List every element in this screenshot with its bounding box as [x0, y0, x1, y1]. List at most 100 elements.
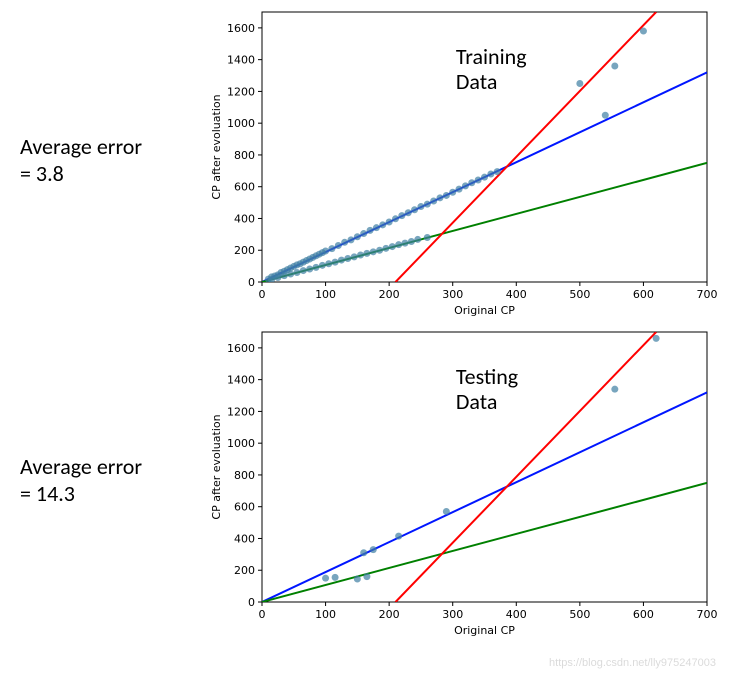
data-point	[414, 236, 421, 243]
xtick-label: 0	[259, 608, 266, 621]
xtick-label: 200	[379, 288, 400, 301]
data-point	[325, 260, 332, 267]
ytick-label: 0	[248, 596, 255, 609]
data-point	[370, 248, 377, 255]
data-point	[449, 189, 456, 196]
xlabel: Original CP	[454, 304, 515, 317]
data-point	[398, 212, 405, 219]
data-point	[481, 174, 488, 181]
data-point	[338, 257, 345, 264]
ytick-label: 1000	[227, 437, 255, 450]
data-point	[335, 242, 342, 249]
label-train-line2: = 3.8	[20, 160, 200, 188]
xtick-label: 500	[569, 608, 590, 621]
data-point	[456, 186, 463, 193]
data-point	[653, 335, 660, 342]
data-point	[462, 182, 469, 189]
data-point	[360, 230, 367, 237]
data-point	[281, 272, 288, 279]
data-point	[332, 574, 339, 581]
ytick-label: 600	[234, 181, 255, 194]
ytick-label: 1600	[227, 342, 255, 355]
xtick-label: 300	[442, 608, 463, 621]
data-point	[287, 271, 294, 278]
data-point	[348, 236, 355, 243]
xtick-label: 100	[315, 288, 336, 301]
xtick-label: 400	[506, 288, 527, 301]
label-test-line1: Average error	[20, 453, 200, 481]
data-point	[360, 549, 367, 556]
ytick-label: 600	[234, 501, 255, 514]
ytick-label: 1200	[227, 85, 255, 98]
data-point	[402, 240, 409, 247]
data-point	[367, 227, 374, 234]
data-point	[437, 194, 444, 201]
ytick-label: 1200	[227, 405, 255, 418]
data-point	[351, 253, 358, 260]
data-point	[354, 575, 361, 582]
data-point	[602, 112, 609, 119]
data-point	[354, 233, 361, 240]
data-point	[306, 265, 313, 272]
data-point	[313, 264, 320, 271]
data-point	[389, 243, 396, 250]
label-train-line1: Average error	[20, 133, 200, 161]
data-point	[395, 533, 402, 540]
data-point	[430, 198, 437, 205]
ytick-label: 1400	[227, 374, 255, 387]
data-point	[376, 247, 383, 254]
row-testing: Average error = 14.3 0 100 200 300 400 500 600…	[0, 320, 756, 640]
data-point	[379, 221, 386, 228]
xtick-label: 200	[379, 608, 400, 621]
label-train: Average error = 3.8	[0, 133, 200, 188]
xtick-label: 600	[633, 288, 654, 301]
data-point	[395, 241, 402, 248]
data-point	[408, 238, 415, 245]
xlabel: Original CP	[454, 624, 515, 637]
xtick-label: 500	[569, 288, 590, 301]
data-point	[341, 239, 348, 246]
data-point	[344, 255, 351, 262]
label-test: Average error = 14.3	[0, 453, 200, 508]
ytick-label: 400	[234, 532, 255, 545]
ylabel: CP after evoluation	[210, 94, 223, 199]
ytick-label: 800	[234, 469, 255, 482]
data-point	[443, 508, 450, 515]
ytick-label: 400	[234, 212, 255, 225]
ytick-label: 1000	[227, 117, 255, 130]
watermark-text: https://blog.csdn.net/lly975247003	[549, 657, 716, 669]
chart-svg-train: 0100200300400500600700020040060080010001…	[200, 0, 730, 320]
xtick-label: 300	[442, 288, 463, 301]
xtick-label: 100	[315, 608, 336, 621]
chart-training: 0100200300400500600700020040060080010001…	[200, 0, 730, 320]
xtick-label: 400	[506, 608, 527, 621]
data-point	[424, 234, 431, 241]
data-point	[417, 203, 424, 210]
ytick-label: 200	[234, 564, 255, 577]
data-point	[274, 274, 281, 281]
plot-box	[262, 12, 707, 282]
data-point	[386, 218, 393, 225]
ytick-label: 800	[234, 149, 255, 162]
data-point	[494, 168, 501, 175]
xtick-label: 700	[697, 288, 718, 301]
plot-box	[262, 332, 707, 602]
xtick-label: 700	[697, 608, 718, 621]
data-point	[328, 245, 335, 252]
row-training: Average error = 3.8 0 100 200 300 400 500 600 7…	[0, 0, 756, 320]
data-point	[640, 28, 647, 35]
data-point	[411, 206, 418, 213]
data-point	[576, 80, 583, 87]
data-point	[382, 245, 389, 252]
label-test-line2: = 14.3	[20, 480, 200, 508]
xtick-label: 0	[259, 288, 266, 301]
chart-testing: 0100200300400500600700020040060080010001…	[200, 320, 730, 640]
ylabel: CP after evoluation	[210, 414, 223, 519]
data-point	[300, 267, 307, 274]
data-point	[392, 215, 399, 222]
data-point	[357, 252, 364, 259]
data-point	[611, 386, 618, 393]
ytick-label: 0	[248, 276, 255, 289]
data-point	[363, 573, 370, 580]
data-point	[322, 248, 329, 255]
